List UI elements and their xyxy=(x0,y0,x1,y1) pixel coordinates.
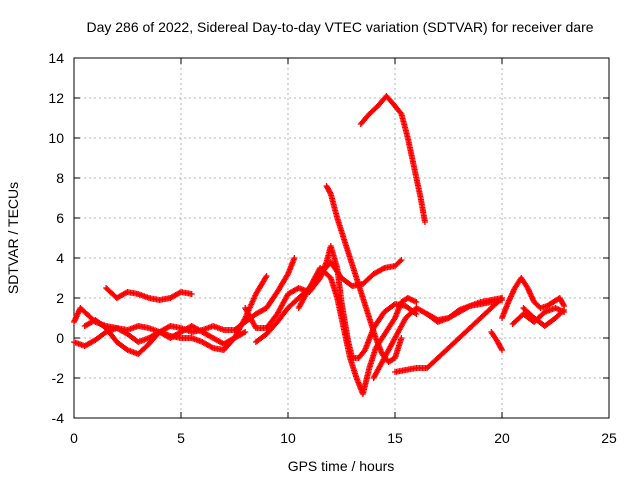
trace-marker xyxy=(465,303,472,310)
data-point xyxy=(413,299,420,305)
data-point xyxy=(421,219,428,225)
series-track-a xyxy=(103,285,195,303)
trace-marker xyxy=(397,258,404,265)
trace-marker xyxy=(327,189,334,196)
y-tick-label: 12 xyxy=(48,90,64,106)
y-tick-label: 10 xyxy=(48,130,64,146)
trace-marker xyxy=(559,308,566,315)
series-track-i xyxy=(357,93,428,225)
data-point xyxy=(398,257,405,263)
data-marks xyxy=(71,93,568,397)
series-track-h xyxy=(295,265,420,397)
series-track-m xyxy=(488,329,505,353)
y-tick-label: 6 xyxy=(56,210,64,226)
series-track-l xyxy=(424,295,505,323)
x-tick-label: 10 xyxy=(280,430,296,446)
y-tick-label: 14 xyxy=(48,50,64,66)
y-tick-label: 0 xyxy=(56,330,64,346)
y-axis-label: SDTVAR / TECUs xyxy=(5,182,21,294)
data-point xyxy=(499,295,505,301)
trace-marker xyxy=(240,329,247,336)
data-point xyxy=(291,255,298,261)
y-tick-label: 8 xyxy=(56,170,64,186)
series-track-d xyxy=(81,255,298,357)
x-tick-label: 0 xyxy=(70,430,78,446)
data-point xyxy=(413,311,420,317)
chart-title: Day 286 of 2022, Sidereal Day-to-day VTE… xyxy=(86,19,593,35)
x-tick-label: 5 xyxy=(177,430,185,446)
x-tick-label: 25 xyxy=(601,430,617,446)
y-tick-label: -4 xyxy=(52,410,65,426)
series-track-f xyxy=(252,257,405,345)
grid-lines xyxy=(74,58,609,418)
data-point xyxy=(242,329,249,335)
y-tick-label: -2 xyxy=(52,370,65,386)
series-track-j xyxy=(392,295,505,375)
y-tick-label: 4 xyxy=(56,250,64,266)
trace-marker xyxy=(498,345,505,352)
data-point xyxy=(263,273,270,279)
trace-marker xyxy=(379,265,386,272)
x-tick-label: 20 xyxy=(494,430,510,446)
trace-marker xyxy=(560,301,567,308)
data-point xyxy=(561,307,568,313)
plot-frame xyxy=(73,57,610,419)
series-track-o xyxy=(509,305,568,327)
y-tick-label: 2 xyxy=(56,290,64,306)
series-track-g xyxy=(323,183,405,365)
data-point xyxy=(188,291,195,297)
series-track-p xyxy=(520,305,568,329)
axis-ticks: 0 5 10 15 20 25 -4 -2 0 2 4 6 8 10 12 14 xyxy=(48,50,617,446)
x-axis-label: GPS time / hours xyxy=(288,458,395,474)
series-track-b xyxy=(71,323,249,349)
series-track-n xyxy=(499,275,568,321)
data-point xyxy=(499,347,505,353)
data-point xyxy=(398,335,405,341)
x-tick-label: 15 xyxy=(387,430,403,446)
trace-marker xyxy=(208,344,215,351)
